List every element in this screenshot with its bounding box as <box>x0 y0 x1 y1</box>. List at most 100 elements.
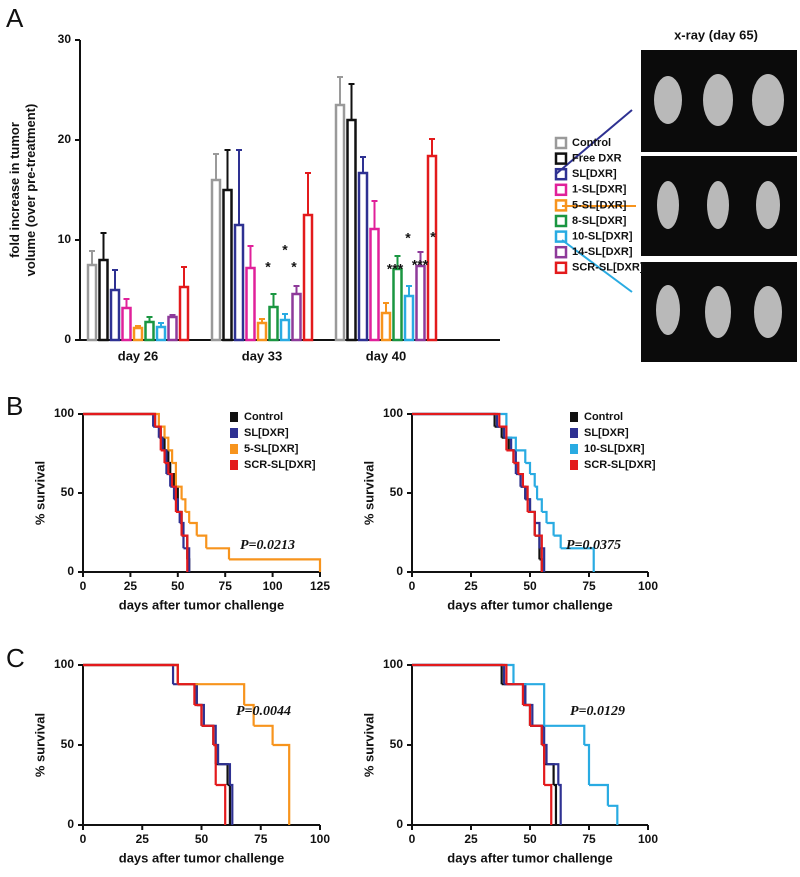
survival-step <box>544 783 553 825</box>
x-tick-label: 100 <box>310 832 330 846</box>
survival-step <box>177 510 181 524</box>
y-axis-label: % survival <box>32 713 47 777</box>
y-tick-label: 0 <box>67 564 74 578</box>
legend-label: SCR-SL[DXR] <box>584 459 656 471</box>
significance-mark: * <box>282 242 288 258</box>
panel-label: A <box>6 3 24 33</box>
error-bar <box>169 314 176 317</box>
x-tick-label: 25 <box>124 579 138 593</box>
error-bar <box>259 318 265 323</box>
error-bar <box>270 293 277 307</box>
x-tick-label: 50 <box>523 832 537 846</box>
survival-step <box>201 724 215 745</box>
error-bar <box>123 298 130 308</box>
x-tick-label: 25 <box>464 579 478 593</box>
survival-step <box>196 534 208 549</box>
error-bar <box>135 325 141 328</box>
survival-step <box>584 743 591 785</box>
legend-label: SL[DXR] <box>584 427 629 439</box>
survival-step <box>558 783 562 825</box>
survival-step <box>525 461 532 475</box>
survival-step <box>534 485 539 500</box>
x-tick-label: 100 <box>638 832 658 846</box>
survival-step <box>83 412 157 427</box>
bar <box>302 213 314 342</box>
x-tick-label: 0 <box>409 832 416 846</box>
significance-mark: *** <box>412 257 429 273</box>
error-bar <box>146 316 153 322</box>
xray-images <box>641 50 797 362</box>
bar <box>279 318 291 342</box>
survival-step <box>506 436 517 451</box>
bar <box>132 326 144 342</box>
survival-step <box>541 743 546 785</box>
connector <box>561 239 633 293</box>
survival-step <box>228 558 322 572</box>
survival-step <box>522 485 529 512</box>
survival-step <box>530 724 543 745</box>
error-bar <box>383 302 389 313</box>
survival-step <box>168 449 174 463</box>
survival-step <box>530 724 543 745</box>
error-bar <box>236 149 242 225</box>
y-tick-label: 50 <box>390 737 404 751</box>
bar <box>256 321 268 342</box>
legend-swatch <box>554 136 568 150</box>
significance-mark: *** <box>387 261 404 277</box>
legend-label: 5-SL[DXR] <box>572 199 627 211</box>
survival-step <box>177 683 246 705</box>
survival-step <box>494 425 503 438</box>
survival-step <box>544 763 555 785</box>
x-tick-label: 50 <box>171 579 185 593</box>
survival-step <box>530 472 536 487</box>
error-bar <box>360 156 366 173</box>
legend-swatch <box>230 412 238 422</box>
survival-step <box>501 683 527 705</box>
p-value: P=0.0375 <box>566 538 621 553</box>
bar <box>178 285 190 342</box>
survival-step <box>244 703 255 726</box>
survival-step <box>537 498 543 512</box>
survival-step <box>83 663 175 685</box>
bar <box>155 325 167 342</box>
bar <box>346 118 357 342</box>
survival-step <box>412 412 501 427</box>
x-tick-label: day 33 <box>242 348 282 363</box>
bar <box>210 178 222 342</box>
survival-step <box>544 724 586 745</box>
error-bar <box>247 245 254 268</box>
bar <box>233 223 245 342</box>
x-tick-label: 75 <box>254 832 268 846</box>
survival-step <box>83 412 155 427</box>
survival-step <box>518 472 525 487</box>
survival-step <box>183 547 191 572</box>
survival-step <box>589 783 609 806</box>
survival-step <box>194 703 203 726</box>
survival-step <box>515 472 522 487</box>
bar <box>357 171 369 342</box>
p-value: P=0.0213 <box>240 538 295 553</box>
x-tick-label: 25 <box>464 832 478 846</box>
survival-step <box>83 663 179 685</box>
x-tick-label: 50 <box>523 579 537 593</box>
significance-mark: * <box>291 259 297 275</box>
y-tick-label: 100 <box>54 657 74 671</box>
error-bar <box>394 255 401 269</box>
survival-step <box>215 763 229 785</box>
survival-step <box>227 783 232 825</box>
bar <box>245 266 256 342</box>
survival-step <box>172 461 178 487</box>
survival-step <box>83 663 179 685</box>
error-bar <box>429 138 435 156</box>
survival-step <box>181 498 187 512</box>
x-tick-label: day 40 <box>366 348 406 363</box>
legend-label: 8-SL[DXR] <box>572 215 627 227</box>
legend-label: 10-SL[DXR] <box>572 231 633 243</box>
bar <box>144 320 155 342</box>
bar <box>268 305 279 342</box>
survival-step <box>189 521 198 536</box>
survival-step <box>506 683 525 705</box>
legend-label: 10-SL[DXR] <box>584 443 645 455</box>
bar <box>403 294 415 342</box>
survival-step <box>412 663 508 685</box>
